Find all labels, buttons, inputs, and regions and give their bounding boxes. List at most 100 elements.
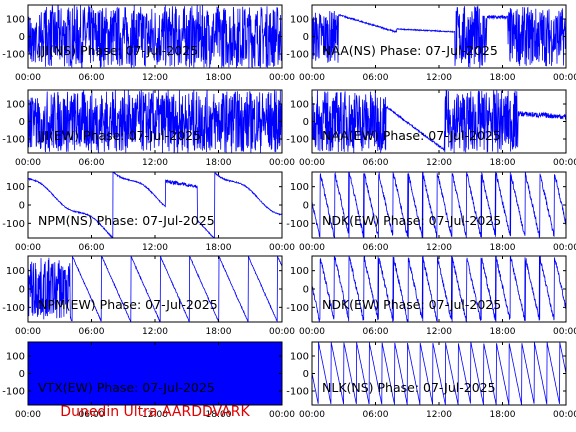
plot-title: NAA(EW) Phase: 07-Jul-2025	[322, 128, 501, 143]
plot-title: NLK(NS) Phase: 07-Jul-2025	[322, 380, 496, 395]
x-tick-label: 00:00	[269, 243, 295, 253]
x-tick-label: 00:00	[553, 327, 576, 337]
phase-panel: 100 0 -100 00:00 06:00 12:00 18:00 00:00 NPM(NS)…	[2, 171, 295, 253]
plot-title: NDK(EW) Phase: 07-Jul-2025	[322, 297, 501, 312]
y-tick-label: -100	[2, 135, 25, 146]
x-tick-label: 18:00	[490, 243, 516, 253]
plot-title: NDK(EW) Phase: 07-Jul-2025	[322, 213, 501, 228]
x-tick-label: 00:00	[299, 158, 325, 168]
x-tick-label: 12:00	[426, 73, 452, 83]
x-tick-label: 00:00	[299, 243, 325, 253]
x-tick-label: 00:00	[15, 327, 41, 337]
plot-title: JJI(EW) Phase: 07-Jul-2025	[37, 128, 201, 143]
x-tick-label: 12:00	[426, 158, 452, 168]
x-tick-label: 18:00	[490, 327, 516, 337]
phase-trace	[312, 256, 566, 322]
y-tick-label: 0	[303, 369, 309, 380]
y-tick-label: 100	[6, 15, 25, 26]
y-tick-label: 100	[6, 352, 25, 363]
y-tick-label: 100	[290, 266, 309, 277]
phase-trace	[28, 342, 282, 405]
y-tick-label: 100	[290, 352, 309, 363]
phase-panel: 100 0 -100 00:00 06:00 12:00 18:00 00:00 VTX(EW)…	[2, 341, 295, 420]
phase-trace	[312, 90, 566, 153]
x-tick-label: 00:00	[269, 73, 295, 83]
phase-panel: 100 0 -100 00:00 06:00 12:00 18:00 00:00 JJI(EW)…	[2, 89, 295, 168]
y-tick-label: 0	[303, 201, 309, 212]
y-tick-label: -100	[286, 50, 309, 61]
x-tick-label: 06:00	[79, 243, 105, 253]
x-tick-label: 06:00	[79, 327, 105, 337]
x-tick-label: 00:00	[553, 73, 576, 83]
x-tick-label: 00:00	[299, 73, 325, 83]
phase-trace	[28, 256, 282, 322]
x-tick-label: 12:00	[142, 73, 168, 83]
x-tick-label: 12:00	[142, 158, 168, 168]
phase-panel: 100 0 -100 00:00 06:00 12:00 18:00 00:00 NDK(EW)…	[286, 255, 576, 337]
x-tick-label: 00:00	[269, 327, 295, 337]
phase-panel: 100 0 -100 00:00 06:00 12:00 18:00 00:00 JJI(NS)…	[2, 4, 295, 83]
phase-trace	[28, 172, 282, 238]
plot-title: JJI(NS) Phase: 07-Jul-2025	[37, 43, 198, 58]
y-tick-label: 100	[290, 100, 309, 111]
x-tick-label: 18:00	[490, 73, 516, 83]
phase-panel: 100 0 -100 00:00 06:00 12:00 18:00 00:00 NPM(EW)…	[2, 255, 295, 337]
x-tick-label: 00:00	[553, 410, 576, 420]
station-footer: Dunedin Ultra AARDDVARK	[60, 404, 250, 420]
x-tick-label: 06:00	[79, 410, 105, 420]
x-tick-label: 12:00	[426, 410, 452, 420]
x-tick-label: 18:00	[206, 158, 232, 168]
x-tick-label: 18:00	[206, 243, 232, 253]
y-tick-label: 100	[6, 266, 25, 277]
x-tick-label: 18:00	[206, 327, 232, 337]
x-tick-label: 12:00	[142, 243, 168, 253]
x-tick-label: 00:00	[269, 158, 295, 168]
x-tick-label: 18:00	[490, 410, 516, 420]
x-tick-label: 18:00	[206, 73, 232, 83]
x-tick-label: 12:00	[426, 327, 452, 337]
y-tick-label: 0	[303, 117, 309, 128]
plot-title: NPM(EW) Phase: 07-Jul-2025	[38, 297, 218, 312]
x-tick-label: 00:00	[15, 158, 41, 168]
x-tick-label: 12:00	[142, 327, 168, 337]
y-tick-label: 0	[303, 32, 309, 43]
x-tick-label: 00:00	[299, 410, 325, 420]
y-tick-label: -100	[2, 50, 25, 61]
x-tick-label: 18:00	[206, 410, 232, 420]
x-tick-label: 12:00	[426, 243, 452, 253]
phase-panel: 100 0 -100 00:00 06:00 12:00 18:00 00:00 NAA(EW)…	[286, 89, 576, 168]
y-tick-label: 0	[19, 369, 25, 380]
phase-trace	[28, 90, 282, 153]
y-tick-label: 100	[290, 15, 309, 26]
x-tick-label: 00:00	[299, 327, 325, 337]
x-tick-label: 06:00	[363, 73, 389, 83]
x-tick-label: 00:00	[15, 243, 41, 253]
plot-title: NPM(NS) Phase: 07-Jul-2025	[38, 213, 215, 228]
plot-frame	[27, 171, 283, 239]
y-tick-label: -100	[286, 303, 309, 314]
y-tick-label: -100	[2, 387, 25, 398]
x-tick-label: 12:00	[142, 410, 168, 420]
x-tick-label: 06:00	[363, 158, 389, 168]
y-tick-label: 0	[19, 117, 25, 128]
phase-panel: 100 0 -100 00:00 06:00 12:00 18:00 00:00 NLK(NS)…	[286, 341, 576, 420]
x-tick-label: 18:00	[490, 158, 516, 168]
y-tick-label: 100	[290, 182, 309, 193]
y-tick-label: -100	[2, 219, 25, 230]
plot-title: VTX(EW) Phase: 07-Jul-2025	[38, 380, 215, 395]
phase-trace	[312, 5, 566, 68]
phase-trace	[28, 5, 282, 68]
x-tick-label: 06:00	[363, 243, 389, 253]
y-tick-label: 0	[303, 285, 309, 296]
x-tick-label: 00:00	[269, 410, 295, 420]
phase-panel: 100 0 -100 00:00 06:00 12:00 18:00 00:00 NAA(NS)…	[286, 4, 576, 83]
plot-title: NAA(NS) Phase: 07-Jul-2025	[322, 43, 498, 58]
phase-panel: 100 0 -100 00:00 06:00 12:00 18:00 00:00 NDK(EW)…	[286, 171, 576, 253]
x-tick-label: 06:00	[363, 410, 389, 420]
y-tick-label: 0	[19, 201, 25, 212]
y-tick-label: 0	[19, 285, 25, 296]
x-tick-label: 00:00	[15, 73, 41, 83]
y-tick-label: 100	[6, 100, 25, 111]
y-tick-label: -100	[286, 219, 309, 230]
y-tick-label: -100	[286, 387, 309, 398]
